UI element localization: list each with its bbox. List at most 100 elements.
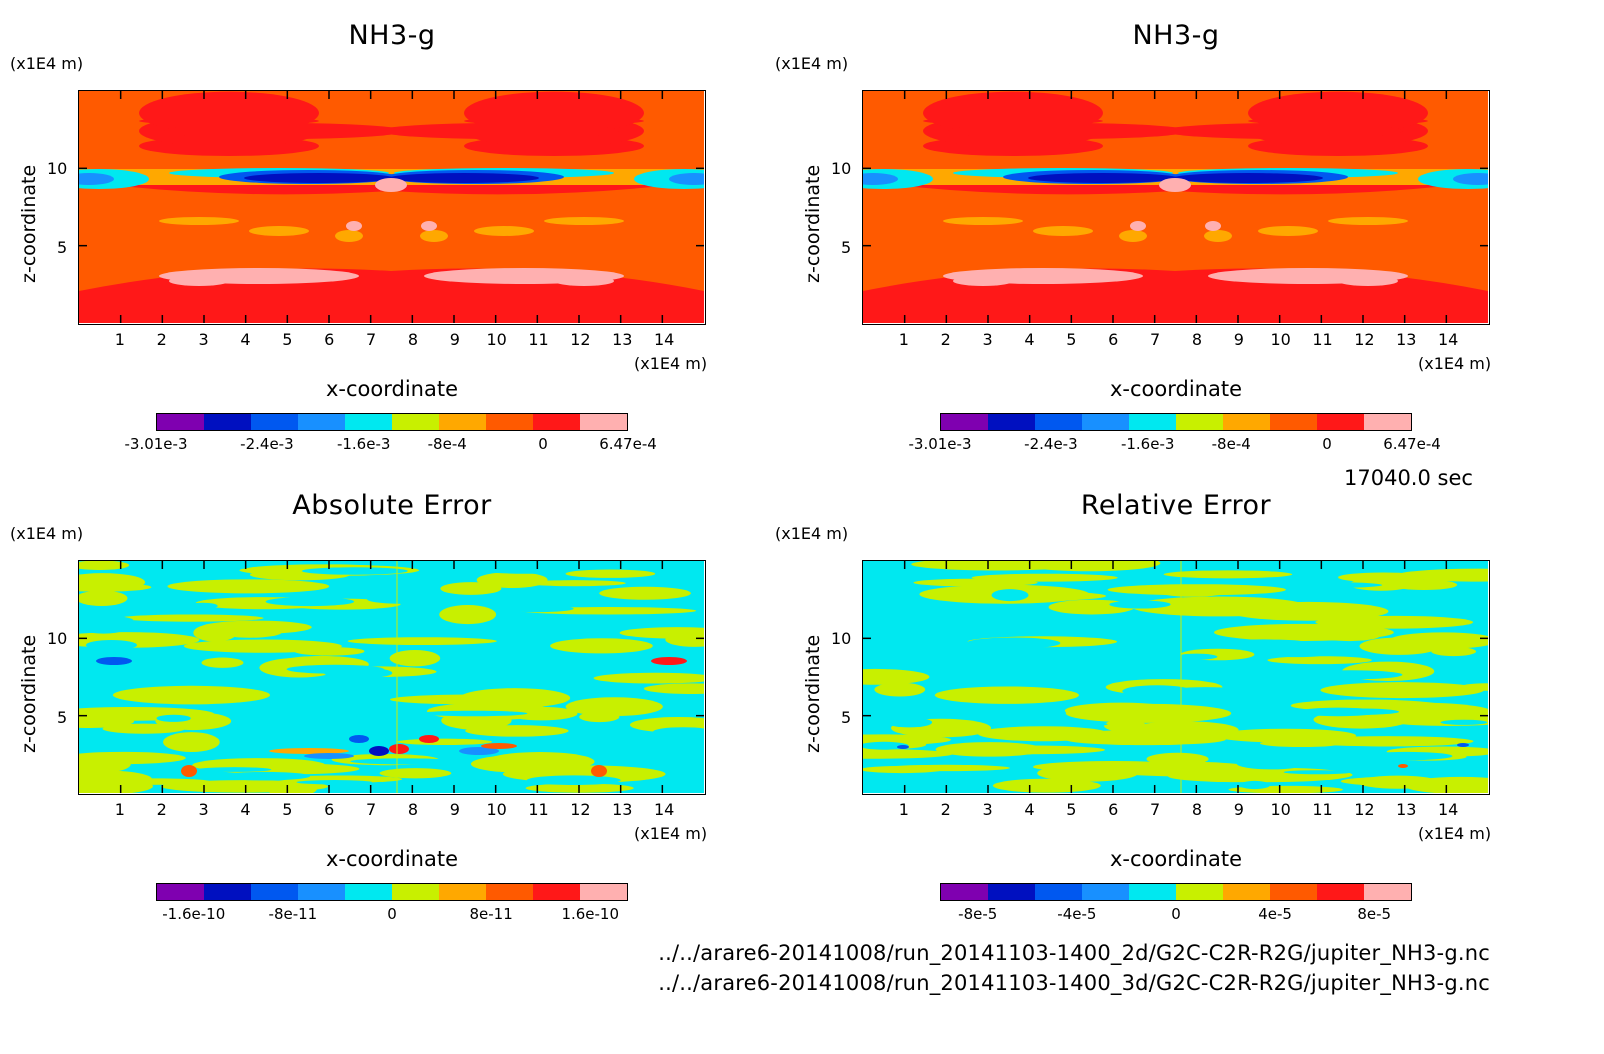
x-axis-label: x-coordinate [325,847,458,871]
contour-region [874,682,926,697]
contour-region [1054,721,1108,727]
x-tick-label: 8 [1191,330,1203,349]
contour-region [420,230,448,242]
colorbar-label: 0 [1322,435,1332,453]
contour-region [181,765,197,777]
contour-region [79,573,146,592]
x-tick-label: 1 [898,800,909,819]
contour-region [1267,656,1372,665]
colorbar [156,413,628,431]
x-tick-label: 14 [653,330,675,349]
contour-region [474,563,579,574]
x-tick-label: 7 [365,330,377,349]
plot-title: Relative Error [1080,490,1272,521]
contour-region [85,640,137,651]
y-tick-5: 5 [57,708,68,727]
contour-region [286,664,384,674]
y-tick-5: 5 [57,238,68,257]
colorbar-label: -1.6e-10 [162,905,226,923]
x-tick-label: 9 [1233,800,1244,819]
contour-region [335,230,363,242]
y-axis-label: z-coordinate [18,164,40,283]
colorbar-label: 1.6e-10 [561,905,620,923]
contour-region [197,767,272,772]
colorbar-label: 6.47e-4 [599,435,657,453]
contour-region [296,780,373,785]
x-axis-label: x-coordinate [1109,847,1242,871]
colorbar-swatch [1082,414,1129,430]
contour-region [249,226,309,236]
x-tick-label: 2 [940,330,951,349]
x-tick-label: 13 [612,330,633,349]
contour-region [1146,752,1209,766]
contour-region [992,778,1101,793]
x-ticks: 1 2 3 4 5 6 7 8 9 10 11 12 13 14 [862,800,1490,820]
colorbar-label: -8e-4 [1211,435,1251,453]
contour-region [498,605,574,613]
y-tick-5: 5 [841,708,852,727]
contour-region [389,744,409,754]
colorbar-label: -1.6e-3 [336,435,391,453]
contour-region [1175,653,1218,660]
colorbar [940,883,1412,901]
contour-region [1328,217,1408,225]
colorbar-swatch [941,884,988,900]
x-tick-label: 3 [982,330,993,349]
contour-region [79,181,704,291]
contour-region [474,226,534,236]
contour-region [1388,632,1489,649]
contour-region [459,747,499,755]
colorbar-swatch [345,884,392,900]
x-tick-label: 10 [1270,330,1291,349]
contour-region [591,765,607,777]
x-tick-label: 4 [1024,800,1035,819]
contour-region [550,638,653,654]
x-tick-label: 5 [282,800,293,819]
y-axis-label: z-coordinate [802,164,824,283]
contour-region [1173,173,1323,183]
x-tick-label: 1 [898,330,909,349]
colorbar-label: -2.4e-3 [1024,435,1078,453]
contour-region [913,578,1038,587]
contour-region [419,735,439,743]
axis-ticks [79,561,704,793]
contour-region [892,652,965,663]
contour-region [156,714,191,722]
colorbar-swatch [988,414,1035,430]
contour-field [863,561,1489,794]
contour-region [505,706,578,721]
contour-region [1205,221,1221,231]
colorbar-swatch [486,884,533,900]
contour-region [565,569,656,578]
contour-region [375,178,407,192]
colorbar-label: 0 [387,905,397,923]
x-tick-label: 7 [1149,800,1161,819]
contour-region [1163,570,1293,579]
contour-region [948,123,1188,139]
x-tick-label: 11 [528,330,549,349]
x-tick-label: 6 [324,330,335,349]
colorbar-swatch [251,884,298,900]
x-tick-label: 12 [1354,800,1375,819]
x-tick-label: 14 [653,800,675,819]
contour-region [119,614,264,622]
contour-region [1275,582,1383,588]
contour-region [350,758,458,765]
y-unit-label: (x1E4 m) [775,524,849,543]
x-tick-label: 3 [982,800,993,819]
contour-region [266,781,317,794]
x-tick-label: 11 [528,800,549,819]
contour-region [1038,649,1126,660]
contour-region [1052,624,1134,634]
contour-plot-area [78,90,706,325]
contour-region [593,672,705,684]
contour-region [79,291,704,323]
contour-plot-area [78,560,706,795]
contour-region [1239,780,1271,790]
contour-field [79,91,705,323]
x-unit-label: (x1E4 m) [634,354,708,373]
x-tick-label: 9 [449,330,460,349]
colorbar-label: 8e-11 [469,905,513,923]
contour-region [470,755,567,773]
contour-region [379,768,452,779]
